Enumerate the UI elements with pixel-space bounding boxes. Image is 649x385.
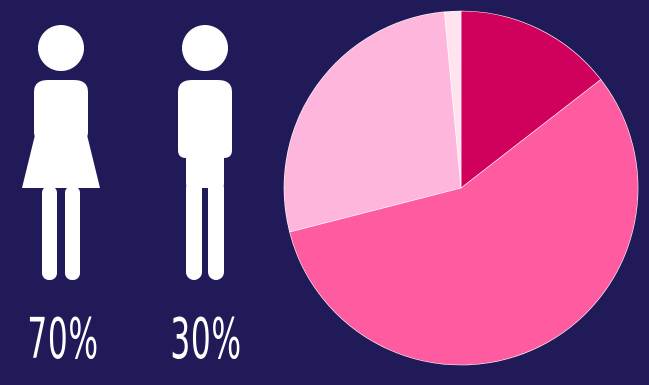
male-percent-label: 30% (170, 307, 242, 372)
pie-slice-2 (289, 79, 639, 366)
female-percent-label: 70% (27, 307, 99, 372)
pie-slice-3 (283, 11, 462, 233)
pie-slice-1 (460, 10, 602, 189)
pie-slice-4 (444, 10, 462, 189)
